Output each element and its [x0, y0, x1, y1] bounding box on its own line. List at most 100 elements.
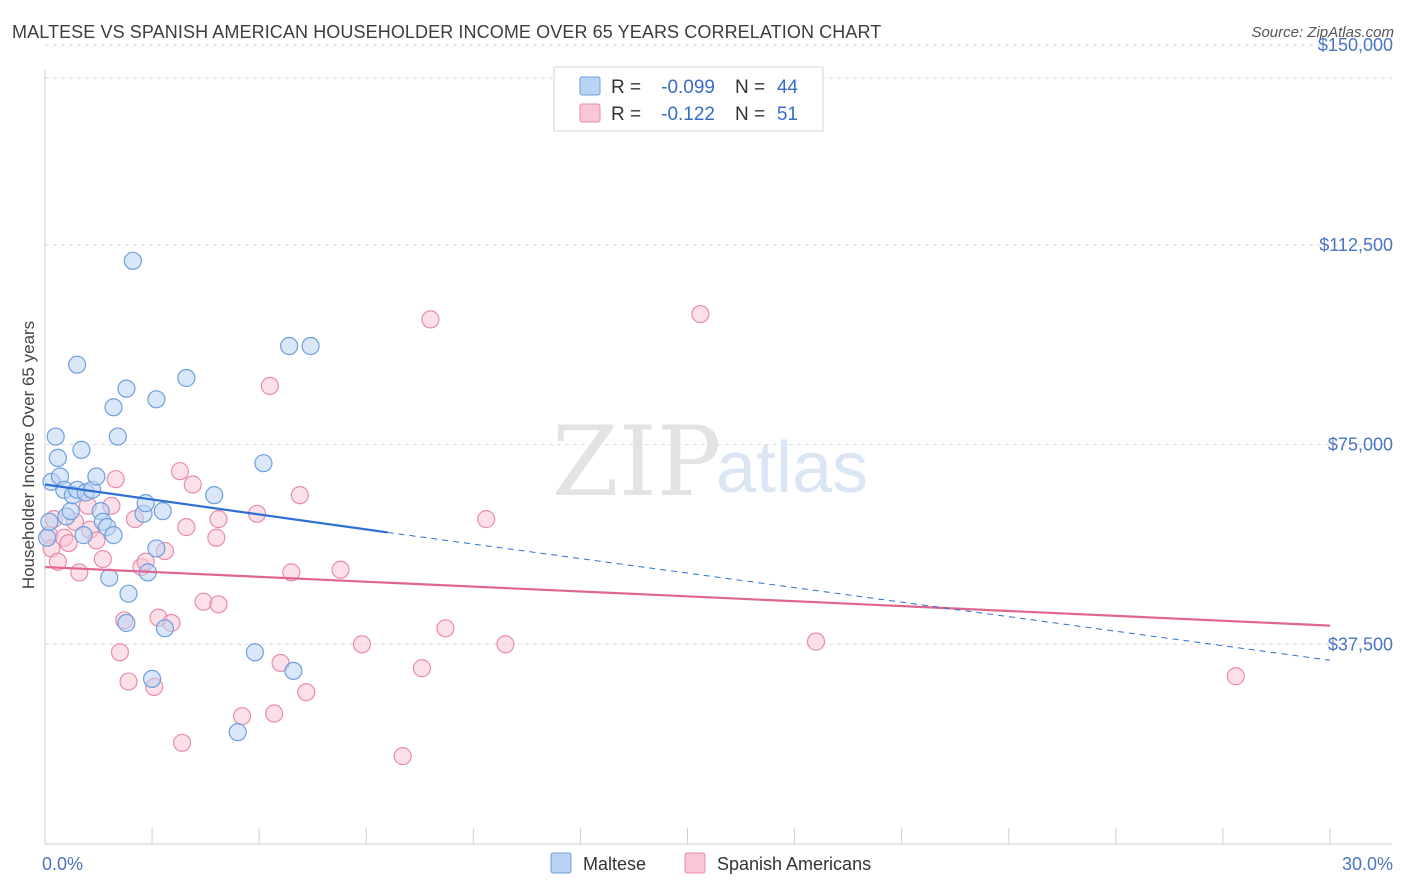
maltese-point-2: [48, 448, 67, 467]
y-axis-title: Householder Income Over 65 years: [19, 321, 38, 589]
maltese-point-34: [177, 368, 196, 388]
axes: [44, 70, 1392, 845]
legend-n-value-maltese: 44: [777, 77, 799, 98]
maltese-point-25: [123, 251, 142, 270]
spanish-point-11: [93, 549, 112, 569]
maltese-point-14: [87, 467, 106, 486]
maltese-point-18: [100, 568, 119, 587]
spanish-point-35: [265, 704, 284, 723]
spanish-point-13: [106, 470, 125, 489]
spanish-point-42: [393, 747, 412, 766]
maltese-point-43: [40, 512, 59, 531]
legend-swatch-maltese: [579, 76, 601, 96]
x-tick-label-max: 30.0%: [1342, 854, 1393, 874]
spanish-point-46: [477, 510, 496, 529]
spanish-point-43: [412, 659, 432, 678]
spanish-point-5: [59, 533, 78, 553]
maltese-point-32: [153, 502, 172, 521]
spanish-point-34: [260, 376, 279, 396]
maltese-point-21: [108, 427, 127, 446]
maltese-point-35: [205, 486, 224, 505]
spanish-point-37: [282, 563, 301, 582]
spanish-point-49: [806, 632, 826, 651]
maltese-point-19: [104, 526, 123, 545]
spanish-point-28: [194, 592, 213, 611]
legend-n-value-spanish: 51: [777, 104, 798, 125]
maltese-point-23: [117, 613, 136, 633]
maltese-point-39: [280, 336, 299, 356]
legend-r-label-spanish: R =: [611, 104, 641, 125]
spanish-point-24: [170, 462, 190, 481]
maltese-point-22: [117, 379, 136, 398]
y-tick-label-0: $37,500: [1328, 634, 1393, 654]
maltese-point-37: [245, 643, 264, 662]
spanish-point-44: [421, 310, 440, 329]
maltese-point-40: [284, 661, 303, 681]
maltese-point-38: [254, 454, 273, 473]
y-tick-labels: $37,500 $75,000 $112,500 $150,000: [1318, 35, 1393, 654]
maltese-trend-line-extrapolated: [387, 531, 1331, 661]
y-tick-label-2: $112,500: [1319, 235, 1393, 255]
trend-lines: [44, 483, 1331, 661]
bottom-legend: Maltese Spanish Americans: [550, 852, 871, 874]
spanish-point-47: [496, 635, 515, 654]
x-tick-label-min: 0.0%: [42, 854, 83, 874]
maltese-point-20: [104, 398, 123, 417]
maltese-points: [38, 251, 320, 742]
maltese-point-30: [147, 390, 166, 409]
legend-r-value-spanish: -0.122: [661, 104, 715, 125]
legend-n-label-maltese: N =: [735, 77, 765, 98]
watermark-zip: ZIP: [552, 406, 721, 518]
spanish-point-16: [119, 672, 138, 691]
maltese-point-6: [61, 502, 80, 521]
spanish-point-50: [1226, 667, 1245, 686]
legend-n-label-spanish: N =: [735, 104, 765, 125]
bottom-legend-label-maltese: Maltese: [583, 854, 646, 874]
maltese-point-1: [46, 427, 65, 446]
watermark: ZIP atlas: [552, 406, 868, 518]
spanish-point-45: [436, 619, 455, 638]
spanish-point-39: [297, 683, 316, 702]
spanish-point-32: [232, 707, 252, 726]
spanish-point-29: [209, 595, 228, 614]
maltese-point-42: [38, 528, 57, 547]
spanish-point-27: [183, 475, 202, 494]
spanish-point-38: [290, 486, 309, 505]
maltese-point-8: [68, 355, 87, 374]
maltese-point-31: [147, 539, 166, 558]
spanish-point-14: [110, 643, 130, 662]
maltese-point-10: [72, 440, 91, 459]
spanish-points: [40, 304, 1245, 766]
maltese-point-33: [155, 619, 175, 638]
legend-swatch-spanish: [579, 103, 601, 123]
y-tick-label-1: $75,000: [1328, 435, 1393, 455]
y-tick-label-3: $150,000: [1318, 35, 1393, 55]
watermark-atlas: atlas: [716, 428, 868, 508]
maltese-point-36: [228, 723, 247, 742]
spanish-point-3: [48, 552, 67, 571]
bottom-legend-swatch-maltese: [550, 852, 572, 874]
spanish-point-7: [70, 563, 89, 582]
spanish-point-31: [209, 510, 228, 529]
spanish-point-30: [207, 528, 226, 547]
spanish-point-41: [352, 635, 372, 654]
bottom-legend-swatch-spanish: [684, 852, 706, 874]
spanish-point-25: [172, 733, 192, 752]
maltese-point-29: [142, 669, 162, 689]
maltese-trend-line: [44, 483, 388, 534]
bottom-legend-label-spanish: Spanish Americans: [717, 854, 871, 874]
grid-lines: [45, 44, 1392, 645]
spanish-point-26: [177, 518, 196, 537]
maltese-point-24: [119, 584, 138, 603]
legend-r-label-maltese: R =: [611, 77, 641, 98]
spanish-point-40: [331, 560, 350, 579]
maltese-point-41: [301, 336, 320, 356]
spanish-trend-line: [44, 565, 1331, 627]
maltese-point-11: [74, 526, 93, 545]
x-ticks: [44, 828, 1331, 844]
legend: R = -0.099 N = 44 R = -0.122 N = 51: [553, 66, 824, 132]
legend-r-value-maltese: -0.099: [661, 77, 715, 98]
chart-title: MALTESE VS SPANISH AMERICAN HOUSEHOLDER …: [12, 22, 882, 42]
chart-source: Source: ZipAtlas.com: [1251, 24, 1394, 41]
